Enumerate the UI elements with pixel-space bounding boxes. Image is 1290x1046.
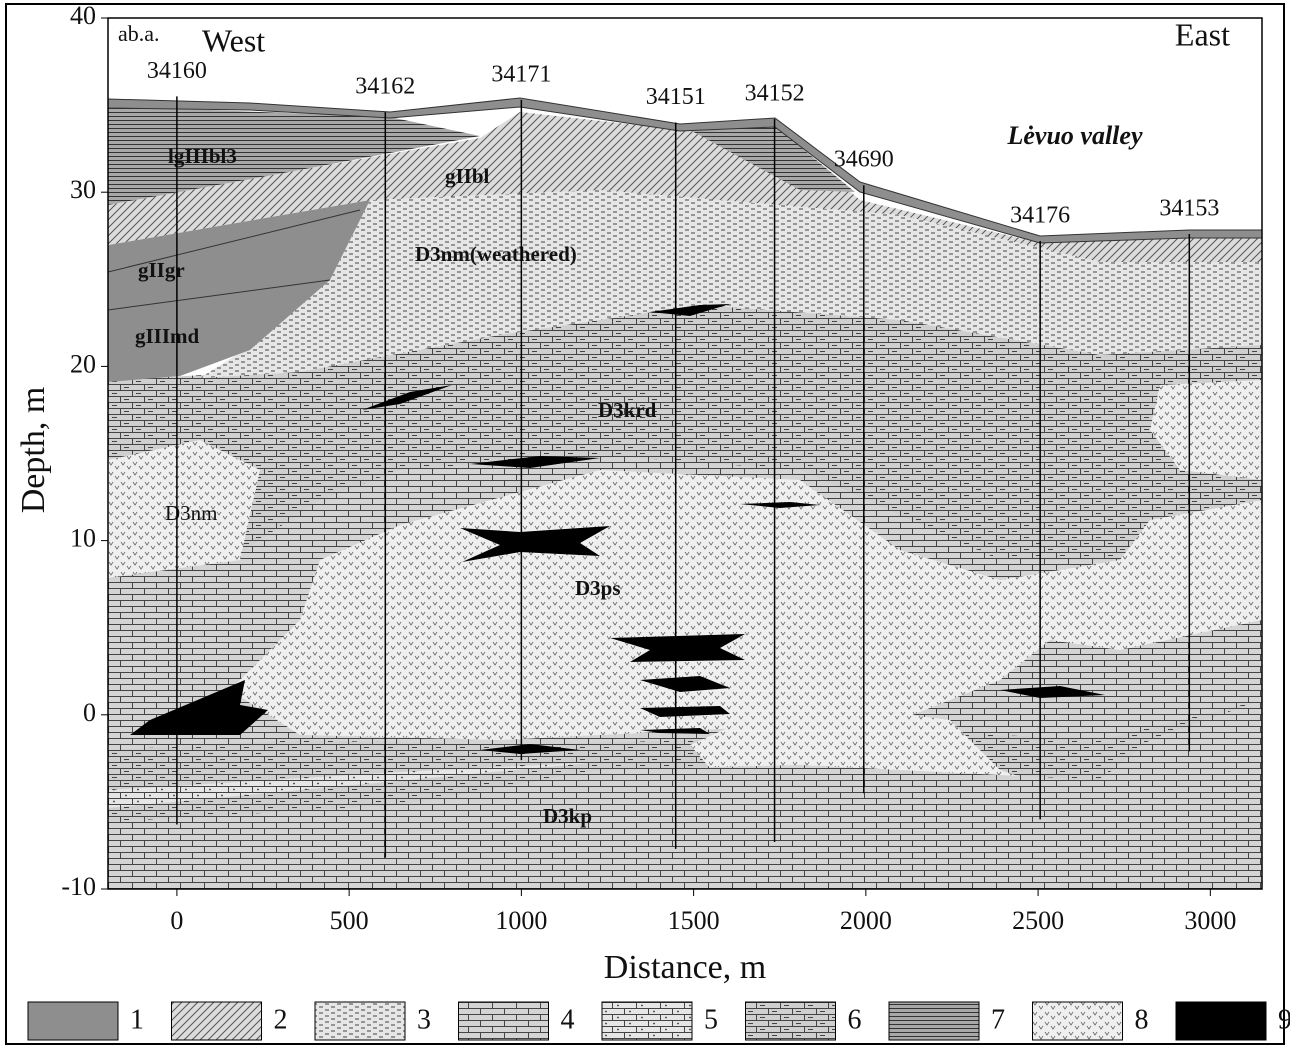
borehole-label: 34151 [646,84,706,110]
legend-label: 4 [561,1004,575,1035]
unit-label: D3nm(weathered) [415,242,577,266]
y-tick-label: 0 [83,698,96,727]
legend-swatch [27,1001,119,1041]
legend-swatch [601,1001,693,1041]
unit-label: D3nm [165,501,218,525]
unit-label: D3krd [598,398,657,422]
y-tick-label: 20 [70,349,96,378]
legend-swatch [1175,1001,1267,1041]
lenses [130,304,1105,754]
legend-swatch [458,1001,549,1041]
y-tick-label: 30 [70,175,96,204]
lens [470,456,600,468]
legend-label: 8 [1135,1004,1149,1035]
borehole-label: 34153 [1159,196,1219,222]
layer-kp [108,700,1262,889]
lens [480,744,580,754]
lens [362,385,452,410]
legend-label: 9 [1278,1004,1290,1035]
borehole-label: 34176 [1010,202,1070,228]
legend-swatch [314,1001,406,1041]
lens [640,676,730,692]
layer-marl [108,762,600,808]
plot-frame [107,17,1263,890]
legend-swatch [888,1001,980,1041]
legend-label: 2 [274,1004,288,1035]
borehole-label: 34171 [491,61,551,87]
layer-bl3 [108,106,480,205]
x-tick-label: 3000 [1184,906,1236,935]
valley-label: Lėvuo valley [1007,121,1143,150]
legend-swatch [745,1001,836,1041]
legend-label: 3 [417,1004,431,1035]
lens [740,502,820,508]
layer-bl3-east [690,126,855,192]
y-tick-label: -10 [61,872,96,901]
layer-weathered [200,190,1262,378]
layer-bl [108,112,1262,262]
unit-label: gIIImd [135,324,200,348]
x-tick-label: 1500 [668,906,720,935]
lens [1000,686,1105,698]
unit-label: lgIIIbl3 [168,144,237,168]
legend-swatch [171,1001,262,1041]
unit-label: gIIgr [138,258,185,282]
y-tick-label: 10 [70,524,96,553]
contact-lines [108,209,361,311]
x-tick-label: 500 [330,906,369,935]
soil [108,97,1262,244]
lens [130,680,268,735]
x-tick-label: 1000 [495,906,547,935]
x-axis-label: Distance, m [604,949,766,986]
borehole-label: 34162 [355,74,415,100]
borehole-label: 34152 [745,81,805,107]
layer-md [108,200,370,382]
borehole-label: 34160 [147,58,207,84]
legend-swatch [1032,1001,1123,1041]
unit-label: D3ps [575,576,621,600]
outer-frame [5,3,1285,1045]
legend-label: 1 [130,1004,144,1035]
legend-label: 6 [848,1004,862,1035]
x-tick-label: 2000 [840,906,892,935]
y-axis-label: Depth, m [15,387,52,514]
x-tick-label: 2500 [1012,906,1064,935]
legend-label: 7 [991,1004,1005,1035]
layer-nm-right [1150,380,1262,480]
west-label: West [202,22,265,58]
layer-nm-left [108,440,260,578]
legend-label: 5 [704,1004,718,1035]
lens [460,526,610,562]
east-label: East [1175,16,1230,52]
corner-label: ab.a. [118,21,160,46]
y-tick-label: 40 [70,1,96,30]
x-tick-label: 0 [170,906,183,935]
lens [650,304,730,316]
unit-label: gIIbl [445,164,490,188]
borehole-label: 34690 [834,147,894,173]
layers [108,18,1262,889]
lens [610,634,745,662]
lens [640,706,730,717]
unit-label: D3kp [543,804,592,828]
